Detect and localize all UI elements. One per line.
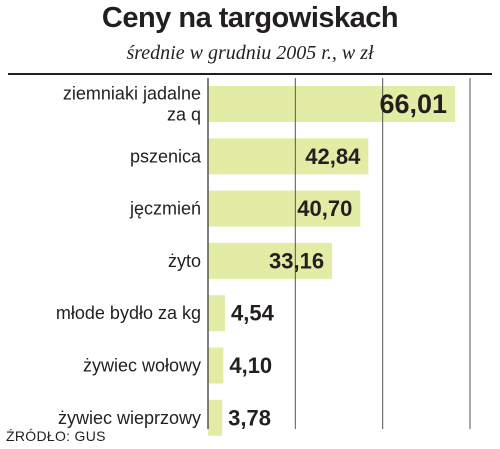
category-label-4: młode bydło za kg [56, 303, 201, 323]
category-label-1: pszenica [130, 146, 202, 166]
category-label-0: ziemniaki jadalne za q [63, 84, 201, 125]
bar-1 [208, 138, 369, 175]
value-label-1: 42,84 [305, 144, 361, 169]
value-label-bg-6 [225, 404, 274, 431]
category-label-line: za q [167, 105, 201, 125]
bar-2 [208, 190, 361, 227]
source-note: ŹRÓDŁO: GUS [6, 428, 106, 444]
category-label-line: żywiec wieprzowy [58, 408, 201, 428]
value-label-bg-4 [227, 300, 277, 327]
bar-6 [208, 399, 223, 436]
value-label-5: 4,10 [229, 353, 272, 378]
category-label-line: jęczmień [129, 199, 201, 219]
value-label-3: 33,16 [269, 248, 324, 273]
value-label-4: 4,54 [231, 301, 275, 326]
value-label-6: 3,78 [228, 405, 271, 430]
category-label-3: żyto [168, 251, 201, 271]
bar-5 [208, 347, 224, 384]
bar-4 [208, 295, 225, 332]
category-label-line: ziemniaki jadalne [63, 84, 201, 104]
value-label-0: 66,01 [379, 89, 447, 119]
category-label-line: żywiec wołowy [83, 356, 201, 376]
category-label-line: żyto [168, 251, 201, 271]
category-label-line: pszenica [130, 146, 202, 166]
category-label-5: żywiec wołowy [83, 356, 201, 376]
bar-0 [208, 86, 456, 122]
chart-title: Ceny na targowiskach [101, 2, 399, 34]
title-rule [8, 73, 492, 75]
value-label-bg-5 [226, 352, 276, 379]
category-label-2: jęczmień [129, 199, 201, 219]
bar-3 [208, 242, 333, 279]
category-label-line: młode bydło za kg [56, 303, 201, 323]
chart-subtitle: średnie w grudniu 2005 r., w zł [126, 42, 374, 64]
value-label-2: 40,70 [297, 196, 352, 221]
category-label-6: żywiec wieprzowy [58, 408, 201, 428]
